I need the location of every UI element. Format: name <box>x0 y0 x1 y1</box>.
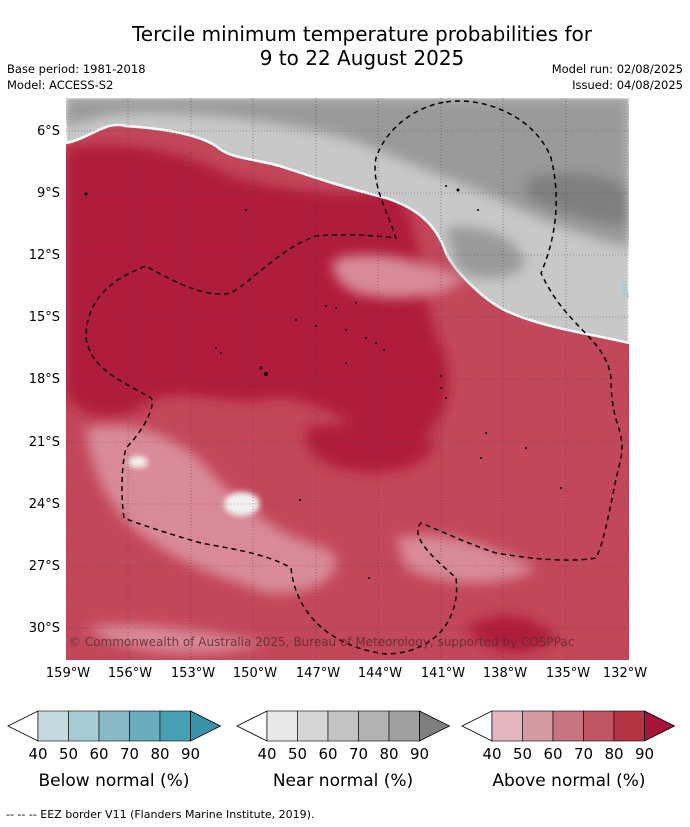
colorbar-tick-label: 70 <box>119 745 140 763</box>
colorbar-max-arrow <box>419 710 451 742</box>
colorbar-tick-label: 50 <box>512 745 533 763</box>
colorbar-near-title: Near normal (%) <box>272 771 414 791</box>
colorbar-tick-label: 60 <box>318 745 338 763</box>
model-run-label: Model run: 02/08/2025 <box>551 62 683 76</box>
colorbar-below-title: Below normal (%) <box>38 771 190 791</box>
colorbar-above-normal <box>461 710 676 742</box>
colorbar-tick-label: 40 <box>257 745 277 763</box>
colorbar-max-arrow <box>644 710 676 742</box>
colorbar-tick-label: 50 <box>287 745 308 763</box>
title-line-1: Tercile minimum temperature probabilitie… <box>131 22 593 46</box>
colorbar-tick-label: 40 <box>482 745 502 763</box>
lon-label-135w: 135°W <box>545 666 591 681</box>
colorbar-min-arrow <box>7 710 39 742</box>
colorbar-tick-label: 90 <box>409 745 430 763</box>
lon-label-144w: 144°W <box>357 666 403 681</box>
lon-label-138w: 138°W <box>482 666 528 681</box>
probability-map: © Commonwealth of Australia 2025, Bureau… <box>66 98 629 660</box>
above-normal-strong-region <box>66 144 556 652</box>
colorbar-segment <box>491 710 523 742</box>
colorbar-segment <box>159 710 191 742</box>
colorbar-segment <box>358 710 390 742</box>
colorbar-tick-label: 50 <box>58 745 79 763</box>
near-normal-high-region <box>66 98 629 279</box>
colorbar-tick-label: 80 <box>604 745 624 763</box>
colorbar-segment <box>583 710 615 742</box>
colorbar-tick-label: 80 <box>150 745 170 763</box>
below-normal-spot <box>622 278 629 298</box>
near-normal-spots <box>128 456 260 516</box>
colorbar-segment <box>327 710 359 742</box>
copyright-notice: © Commonwealth of Australia 2025, Bureau… <box>69 635 574 649</box>
colorbar-below-normal <box>7 710 222 742</box>
lon-label-132w: 132°W <box>602 666 648 681</box>
lat-label-15s: 15°S <box>28 310 60 325</box>
colorbar-min-arrow <box>461 710 493 742</box>
lat-label-9s: 9°S <box>36 186 60 201</box>
colorbar-segment <box>266 710 298 742</box>
lat-label-6s: 6°S <box>36 124 60 139</box>
colorbar-tick-label: 70 <box>348 745 369 763</box>
colorbar-segment <box>522 710 554 742</box>
graticule <box>66 98 629 660</box>
base-period-label: Base period: 1981-2018 <box>7 62 146 76</box>
issued-label: Issued: 04/08/2025 <box>572 78 683 92</box>
lat-label-27s: 27°S <box>28 559 60 574</box>
lon-label-159w: 159°W <box>45 666 91 681</box>
model-label: Model: ACCESS-S2 <box>7 78 114 92</box>
lat-label-21s: 21°S <box>28 435 60 450</box>
lat-label-24s: 24°S <box>28 497 60 512</box>
colorbar-segment <box>297 710 329 742</box>
lon-label-156w: 156°W <box>107 666 153 681</box>
colorbar-tick-label: 70 <box>573 745 594 763</box>
colorbar-near-normal <box>236 710 451 742</box>
colorbar-above-title: Above normal (%) <box>492 771 646 791</box>
colorbar-segment <box>68 710 100 742</box>
eez-legend-note: -- -- -- EEZ border V11 (Flanders Marine… <box>6 808 315 821</box>
map-title: Tercile minimum temperature probabilitie… <box>0 22 690 70</box>
eez-borders <box>85 100 623 655</box>
lon-label-141w: 141°W <box>420 666 466 681</box>
islands <box>84 185 562 579</box>
lon-label-150w: 150°W <box>232 666 278 681</box>
colorbar-segment <box>129 710 161 742</box>
colorbar-tick-label: 40 <box>28 745 48 763</box>
lat-label-30s: 30°S <box>28 621 60 636</box>
lon-label-153w: 153°W <box>170 666 216 681</box>
lat-label-18s: 18°S <box>28 372 60 387</box>
above-normal-weak-region <box>86 254 536 653</box>
colorbars <box>7 710 676 742</box>
colorbar-tick-label: 90 <box>634 745 655 763</box>
title-line-2: 9 to 22 August 2025 <box>259 46 465 70</box>
lon-label-147w: 147°W <box>295 666 341 681</box>
colorbar-segment <box>37 710 69 742</box>
lat-label-12s: 12°S <box>28 248 60 263</box>
colorbar-max-arrow <box>190 710 222 742</box>
colorbar-tick-label: 90 <box>180 745 201 763</box>
colorbar-min-arrow <box>236 710 268 742</box>
colorbar-segment <box>613 710 645 742</box>
colorbar-tick-label: 80 <box>379 745 399 763</box>
colorbar-tick-label: 60 <box>89 745 109 763</box>
colorbar-segment <box>98 710 130 742</box>
colorbar-segment <box>388 710 420 742</box>
colorbar-segment <box>552 710 584 742</box>
colorbar-tick-label: 60 <box>543 745 563 763</box>
